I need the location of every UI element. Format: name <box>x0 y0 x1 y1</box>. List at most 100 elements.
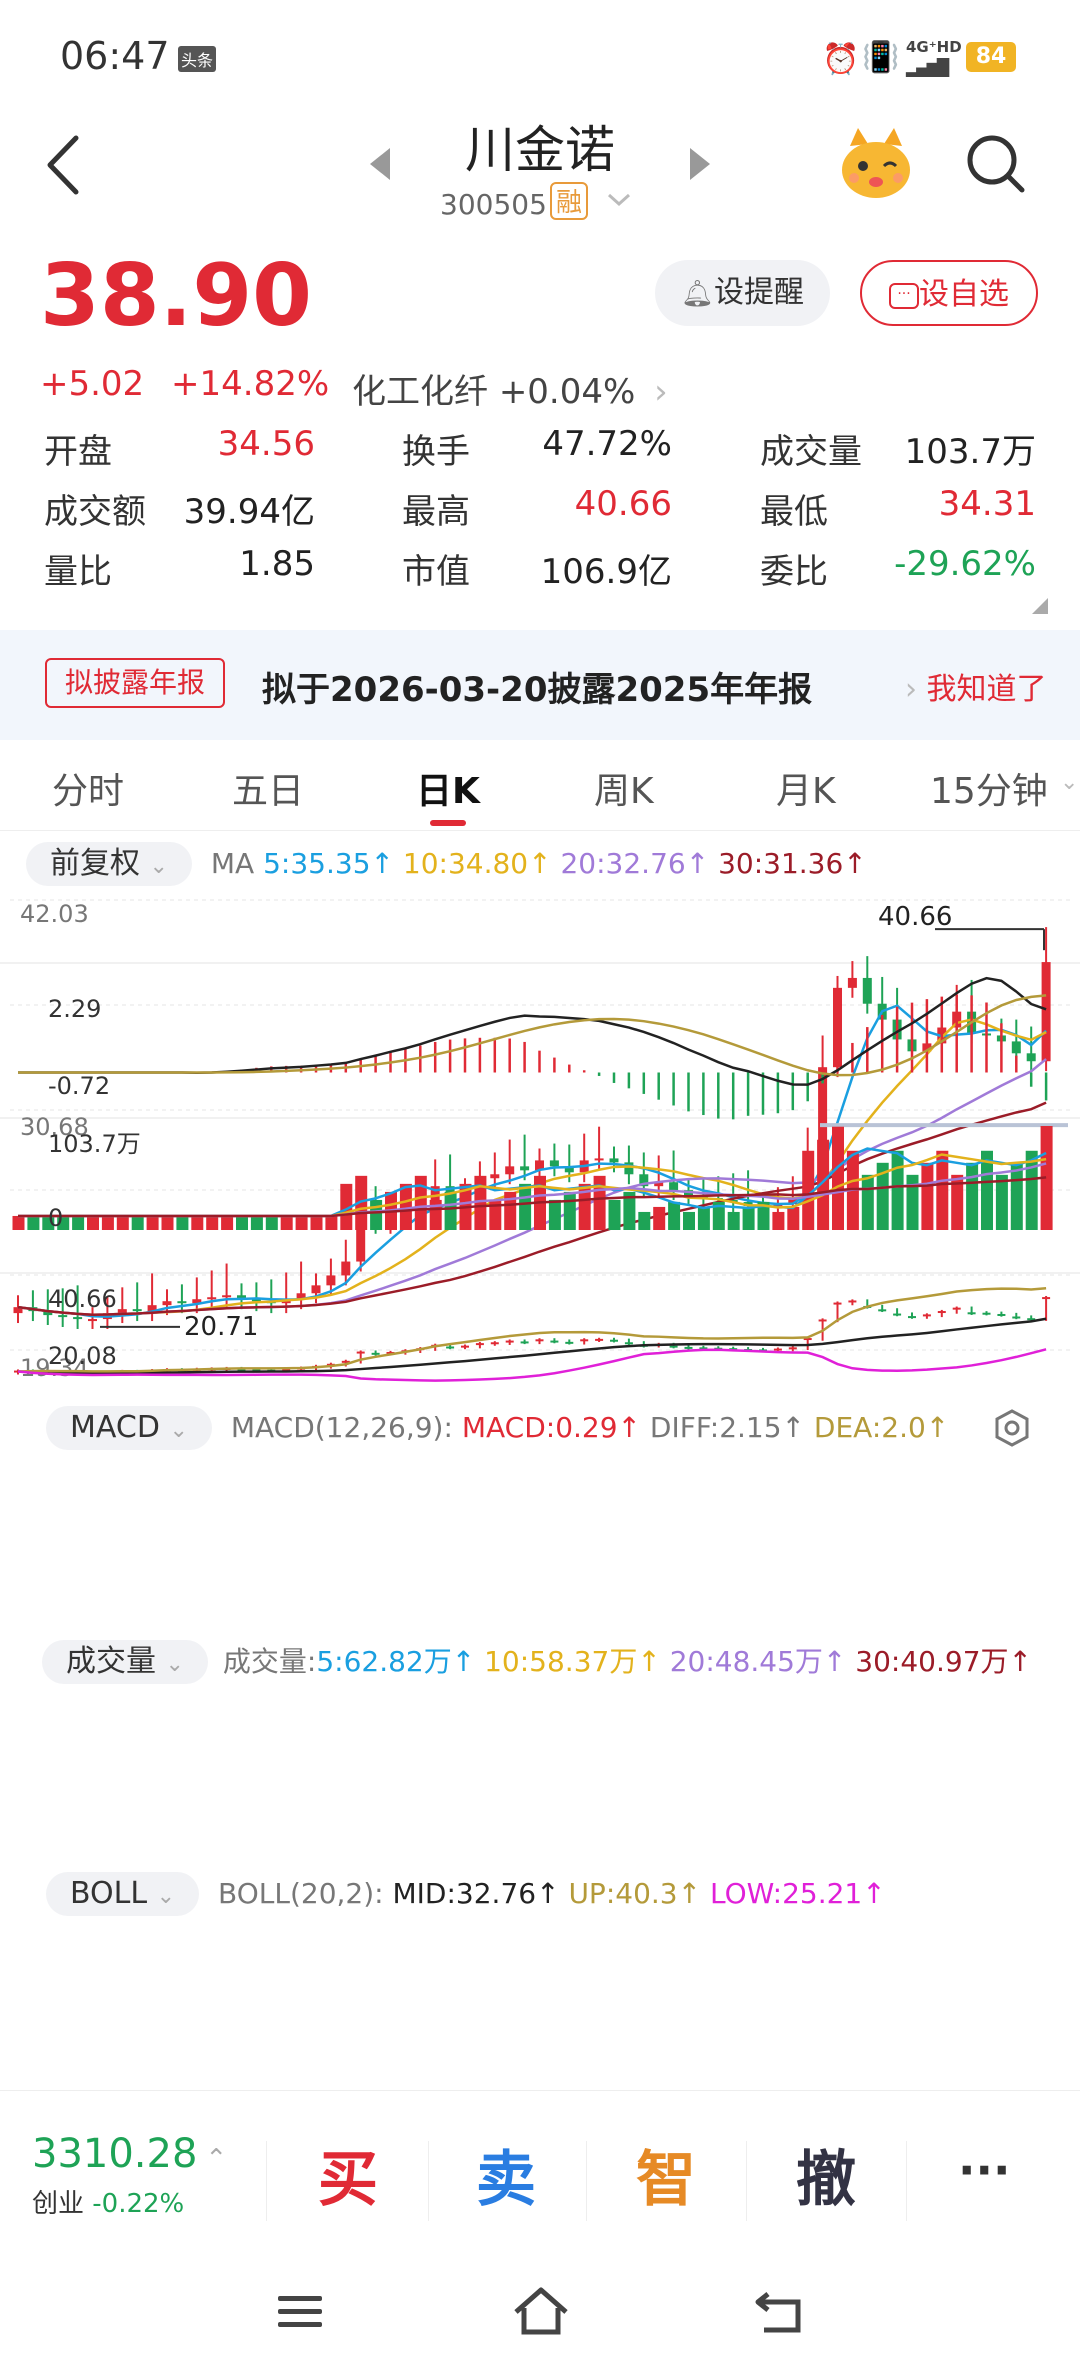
macd-selector-label: MACD <box>70 1410 160 1445</box>
kline-chart-area[interactable]: 42.03 30.68 19.34 40.66 20.71 2.29 -0.72 103.7万… <box>0 880 1080 2090</box>
volume-bar <box>370 1199 383 1230</box>
price-change-pct: +14.82% <box>171 364 330 404</box>
volume-bar <box>742 1206 755 1230</box>
boll-up-line <box>17 1286 1047 1373</box>
tab-daily-k[interactable]: 日K <box>416 771 480 812</box>
indicator-settings-icon[interactable] <box>992 1408 1032 1448</box>
volume-bar <box>668 1201 681 1230</box>
volume-bar <box>325 1215 338 1230</box>
volume-header: 成交量 ⌄ 成交量:5:62.82万↑ 10:58.37万↑ 20:48.45万… <box>42 1640 1032 1684</box>
volume-bar <box>42 1215 55 1230</box>
back-nav-icon[interactable] <box>754 2288 804 2336</box>
macd-selector[interactable]: MACD ⌄ <box>46 1406 212 1450</box>
candle-body <box>237 1295 246 1300</box>
sector-pct: +0.04% <box>498 372 636 412</box>
quote-value: 1.85 <box>239 544 315 584</box>
volume-bar <box>161 1215 174 1230</box>
sector-link[interactable]: 化工化纤 +0.04% › <box>352 364 668 413</box>
candle-body <box>43 1311 53 1316</box>
smart-trade-button[interactable]: 智 <box>636 2145 696 2215</box>
volume-bar <box>444 1191 457 1230</box>
tab-15min[interactable]: 15分钟 <box>930 771 1048 812</box>
chevron-down-icon: ⌄ <box>149 854 168 879</box>
sell-button[interactable]: 卖 <box>476 2145 536 2215</box>
chevron-down-icon[interactable]: ⌄ <box>1060 770 1079 795</box>
more-button[interactable]: ··· <box>958 2143 1011 2197</box>
candle-body <box>520 1166 530 1171</box>
candle-body <box>117 1309 127 1314</box>
add-watchlist-button[interactable]: ··· 设自选 <box>860 260 1038 326</box>
volume-selector[interactable]: 成交量 ⌄ <box>42 1640 208 1684</box>
volume-selector-label: 成交量 <box>66 1644 156 1679</box>
candle-body <box>73 1317 83 1320</box>
expand-corner-icon[interactable] <box>1030 596 1050 616</box>
price-change-row: +5.02 +14.82% <box>40 364 329 404</box>
tab-monthly-k[interactable]: 月K <box>776 771 836 812</box>
ma20-value: 20:32.76↑ <box>560 847 710 880</box>
boll-mid-value: MID:32.76↑ <box>392 1877 560 1910</box>
chevron-down-icon: ⌄ <box>165 1652 184 1677</box>
index-ticker[interactable]: 3310.28 ⌃ 创业 -0.22% <box>32 2131 227 2220</box>
divider <box>266 2141 267 2221</box>
boll-y-top-label: 40.66 <box>48 1285 117 1313</box>
adjust-label: 前复权 <box>50 846 140 881</box>
battery-indicator: 84 <box>966 42 1016 72</box>
chevron-down-icon: ⌄ <box>169 1418 188 1443</box>
volume-label: 成交量: <box>222 1645 317 1678</box>
chevron-right-icon: › <box>905 672 927 707</box>
candle-body <box>132 1309 142 1312</box>
boll-low-line <box>17 1348 1047 1382</box>
volume-bar <box>981 1150 993 1230</box>
set-alert-button[interactable]: 🔔︎设提醒 <box>655 260 830 326</box>
volume-bar <box>131 1215 144 1230</box>
divider <box>428 2141 429 2221</box>
notice-action[interactable]: › 我知道了 <box>905 664 1047 708</box>
next-stock-icon[interactable] <box>688 146 712 182</box>
volume-bar <box>206 1215 219 1230</box>
menu-icon[interactable] <box>276 2292 324 2332</box>
back-icon[interactable] <box>40 130 90 200</box>
volume-bar <box>295 1215 308 1230</box>
trade-action-bar: 3310.28 ⌃ 创业 -0.22% 买 卖 智 撤 ··· <box>0 2090 1080 2261</box>
quote-value: 106.9亿 <box>540 552 672 592</box>
candle-body <box>162 1301 172 1306</box>
buy-button[interactable]: 买 <box>318 2145 378 2215</box>
notice-tag: 拟披露年报 <box>45 658 226 708</box>
mascot-icon[interactable] <box>836 124 916 204</box>
volume-bar <box>832 1126 844 1230</box>
annual-report-notice: 拟披露年报 拟于2026-03-20披露2025年年报 › 我知道了 <box>0 630 1080 740</box>
home-icon[interactable] <box>512 2286 570 2336</box>
volume-bar <box>876 1162 889 1230</box>
candle-body <box>624 1162 634 1175</box>
volume-bar <box>1025 1150 1038 1230</box>
vol10-value: 10:58.37万↑ <box>484 1645 661 1678</box>
quote-value: 103.7万 <box>904 432 1036 472</box>
ma30-line <box>17 1101 1047 1317</box>
tab-weekly-k[interactable]: 周K <box>594 771 654 812</box>
quote-value: 34.56 <box>217 424 315 464</box>
candle-body <box>296 1293 306 1300</box>
tab-intraday[interactable]: 分时 <box>52 771 125 812</box>
cancel-order-button[interactable]: 撤 <box>796 2145 856 2215</box>
chevron-down-icon[interactable] <box>606 190 632 210</box>
tab-five-day[interactable]: 五日 <box>232 771 305 812</box>
adjust-selector[interactable]: 前复权 ⌄ <box>26 842 192 886</box>
candle-body <box>251 1299 261 1302</box>
volume-bar <box>817 1139 830 1230</box>
candle-body <box>58 1315 68 1318</box>
candle-body <box>639 1174 649 1187</box>
diff-value: DIFF:2.15↑ <box>649 1411 805 1444</box>
quote-value: 39.94亿 <box>183 492 315 532</box>
divider <box>586 2141 587 2221</box>
prev-stock-icon[interactable] <box>368 146 392 182</box>
boll-y-bottom-label: 20.08 <box>48 1342 117 1370</box>
candle-body <box>1041 962 1051 1062</box>
volume-bar <box>727 1211 740 1230</box>
boll-mid-line <box>17 1317 1047 1375</box>
volume-bar <box>146 1215 159 1230</box>
boll-selector[interactable]: BOLL ⌄ <box>46 1872 200 1916</box>
macd-params: MACD(12,26,9): <box>230 1411 453 1444</box>
current-price: 38.90 <box>40 246 313 346</box>
ma-label: MA <box>210 847 255 880</box>
search-icon[interactable] <box>964 132 1028 196</box>
